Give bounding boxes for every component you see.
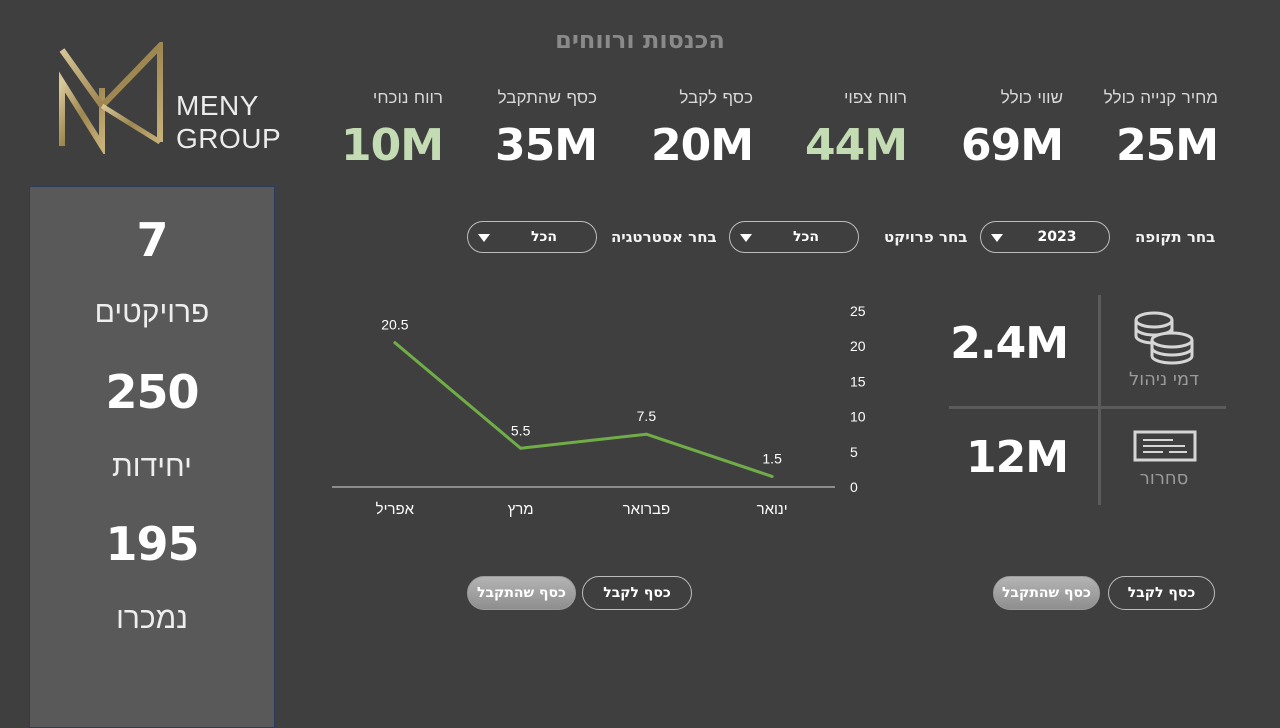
strategy-dropdown-value: הכל xyxy=(530,229,558,245)
project-filter-label: בחר פרויקט xyxy=(884,228,968,246)
company-logo: MENY GROUP xyxy=(58,40,282,156)
sold-label: נמכרו xyxy=(116,601,188,636)
monthly-line-chart: 0 5 10 15 20 25 אפריל מרץ פברואר ינואר 20.5 5.5 7.5 1… xyxy=(332,303,866,518)
x-tick-label: מרץ xyxy=(508,501,534,518)
kpi-value: 44M xyxy=(804,120,908,171)
y-tick-label: 20 xyxy=(850,338,866,354)
stats-toggle-money-receivable[interactable]: כסף לקבל xyxy=(1108,576,1215,610)
units-label: יחידות xyxy=(112,449,192,484)
data-point xyxy=(519,446,523,450)
data-label: 1.5 xyxy=(762,450,782,466)
kpi-value: 69M xyxy=(960,120,1064,171)
chart-toggle-money-received[interactable]: כסף שהתקבל xyxy=(467,576,576,610)
data-point xyxy=(770,474,774,478)
page-title: הכנסות ורווחים xyxy=(555,26,725,54)
logo-mark-icon xyxy=(59,42,163,154)
kpi-label: כסף שהתקבל xyxy=(497,88,597,108)
project-dropdown[interactable]: הכל xyxy=(729,221,859,253)
stats-toggle-money-received[interactable]: כסף שהתקבל xyxy=(993,576,1100,610)
coins-icon xyxy=(1134,311,1194,365)
kpi-label: כסף לקבל xyxy=(679,88,753,108)
y-tick-label: 0 xyxy=(850,479,858,495)
kpi-label: רווח נוכחי xyxy=(372,88,443,108)
kpi-value: 35M xyxy=(494,120,598,171)
strategy-dropdown[interactable]: הכל xyxy=(467,221,597,253)
y-tick-label: 5 xyxy=(850,444,858,460)
projects-count: 7 xyxy=(136,213,168,267)
data-label: 20.5 xyxy=(381,317,408,333)
sold-count: 195 xyxy=(105,517,199,571)
strategy-filter-label: בחר אסטרטגיה xyxy=(611,228,717,246)
data-point xyxy=(393,341,397,345)
release-value: 12M xyxy=(965,432,1069,483)
data-label: 5.5 xyxy=(511,422,531,438)
check-icon xyxy=(1133,430,1197,462)
stats-divider-horizontal xyxy=(949,406,1226,409)
period-dropdown-value: 2023 xyxy=(1037,229,1077,245)
chevron-down-icon xyxy=(478,234,490,242)
chevron-down-icon xyxy=(991,234,1003,242)
kpi-label: שווי כולל xyxy=(1000,88,1063,108)
period-filter-label: בחר תקופה xyxy=(1135,228,1216,246)
data-point xyxy=(644,432,648,436)
stats-divider-vertical xyxy=(1098,295,1101,505)
kpi-label: מחיר קנייה כולל xyxy=(1103,88,1218,108)
kpi-total-purchase-price: מחיר קנייה כולל 25M xyxy=(1068,88,1219,171)
logo-text-group: GROUP xyxy=(176,123,282,154)
period-dropdown[interactable]: 2023 xyxy=(980,221,1110,253)
y-tick-label: 10 xyxy=(850,409,866,425)
projects-label: פרויקטים xyxy=(94,295,210,330)
project-dropdown-value: הכל xyxy=(792,229,820,245)
y-tick-label: 15 xyxy=(850,373,866,389)
data-label: 7.5 xyxy=(637,408,657,424)
management-fee-label: דמי ניהול xyxy=(1129,369,1199,390)
kpi-money-receivable: כסף לקבל 20M xyxy=(603,88,754,171)
x-tick-label: פברואר xyxy=(623,501,670,518)
x-tick-label: ינואר xyxy=(757,501,788,518)
kpi-money-received: כסף שהתקבל 35M xyxy=(447,88,598,171)
units-count: 250 xyxy=(105,365,199,419)
logo-text-meny: MENY xyxy=(176,90,259,121)
kpi-total-value: שווי כולל 69M xyxy=(913,88,1064,171)
kpi-expected-profit: רווח צפוי 44M xyxy=(757,88,908,171)
chart-toggle-money-receivable[interactable]: כסף לקבל xyxy=(582,576,692,610)
kpi-value: 25M xyxy=(1115,120,1219,171)
kpi-value: 10M xyxy=(340,120,444,171)
management-fee-value: 2.4M xyxy=(950,318,1069,369)
kpi-value: 20M xyxy=(650,120,754,171)
kpi-label: רווח צפוי xyxy=(844,88,907,108)
y-tick-label: 25 xyxy=(850,303,866,319)
release-label: סחרור xyxy=(1139,468,1189,489)
summary-side-panel: 7 פרויקטים 250 יחידות 195 נמכרו xyxy=(29,186,275,728)
series-line xyxy=(393,341,773,478)
chevron-down-icon xyxy=(740,234,752,242)
x-tick-label: אפריל xyxy=(376,501,415,518)
kpi-current-profit: רווח נוכחי 10M xyxy=(293,88,444,171)
